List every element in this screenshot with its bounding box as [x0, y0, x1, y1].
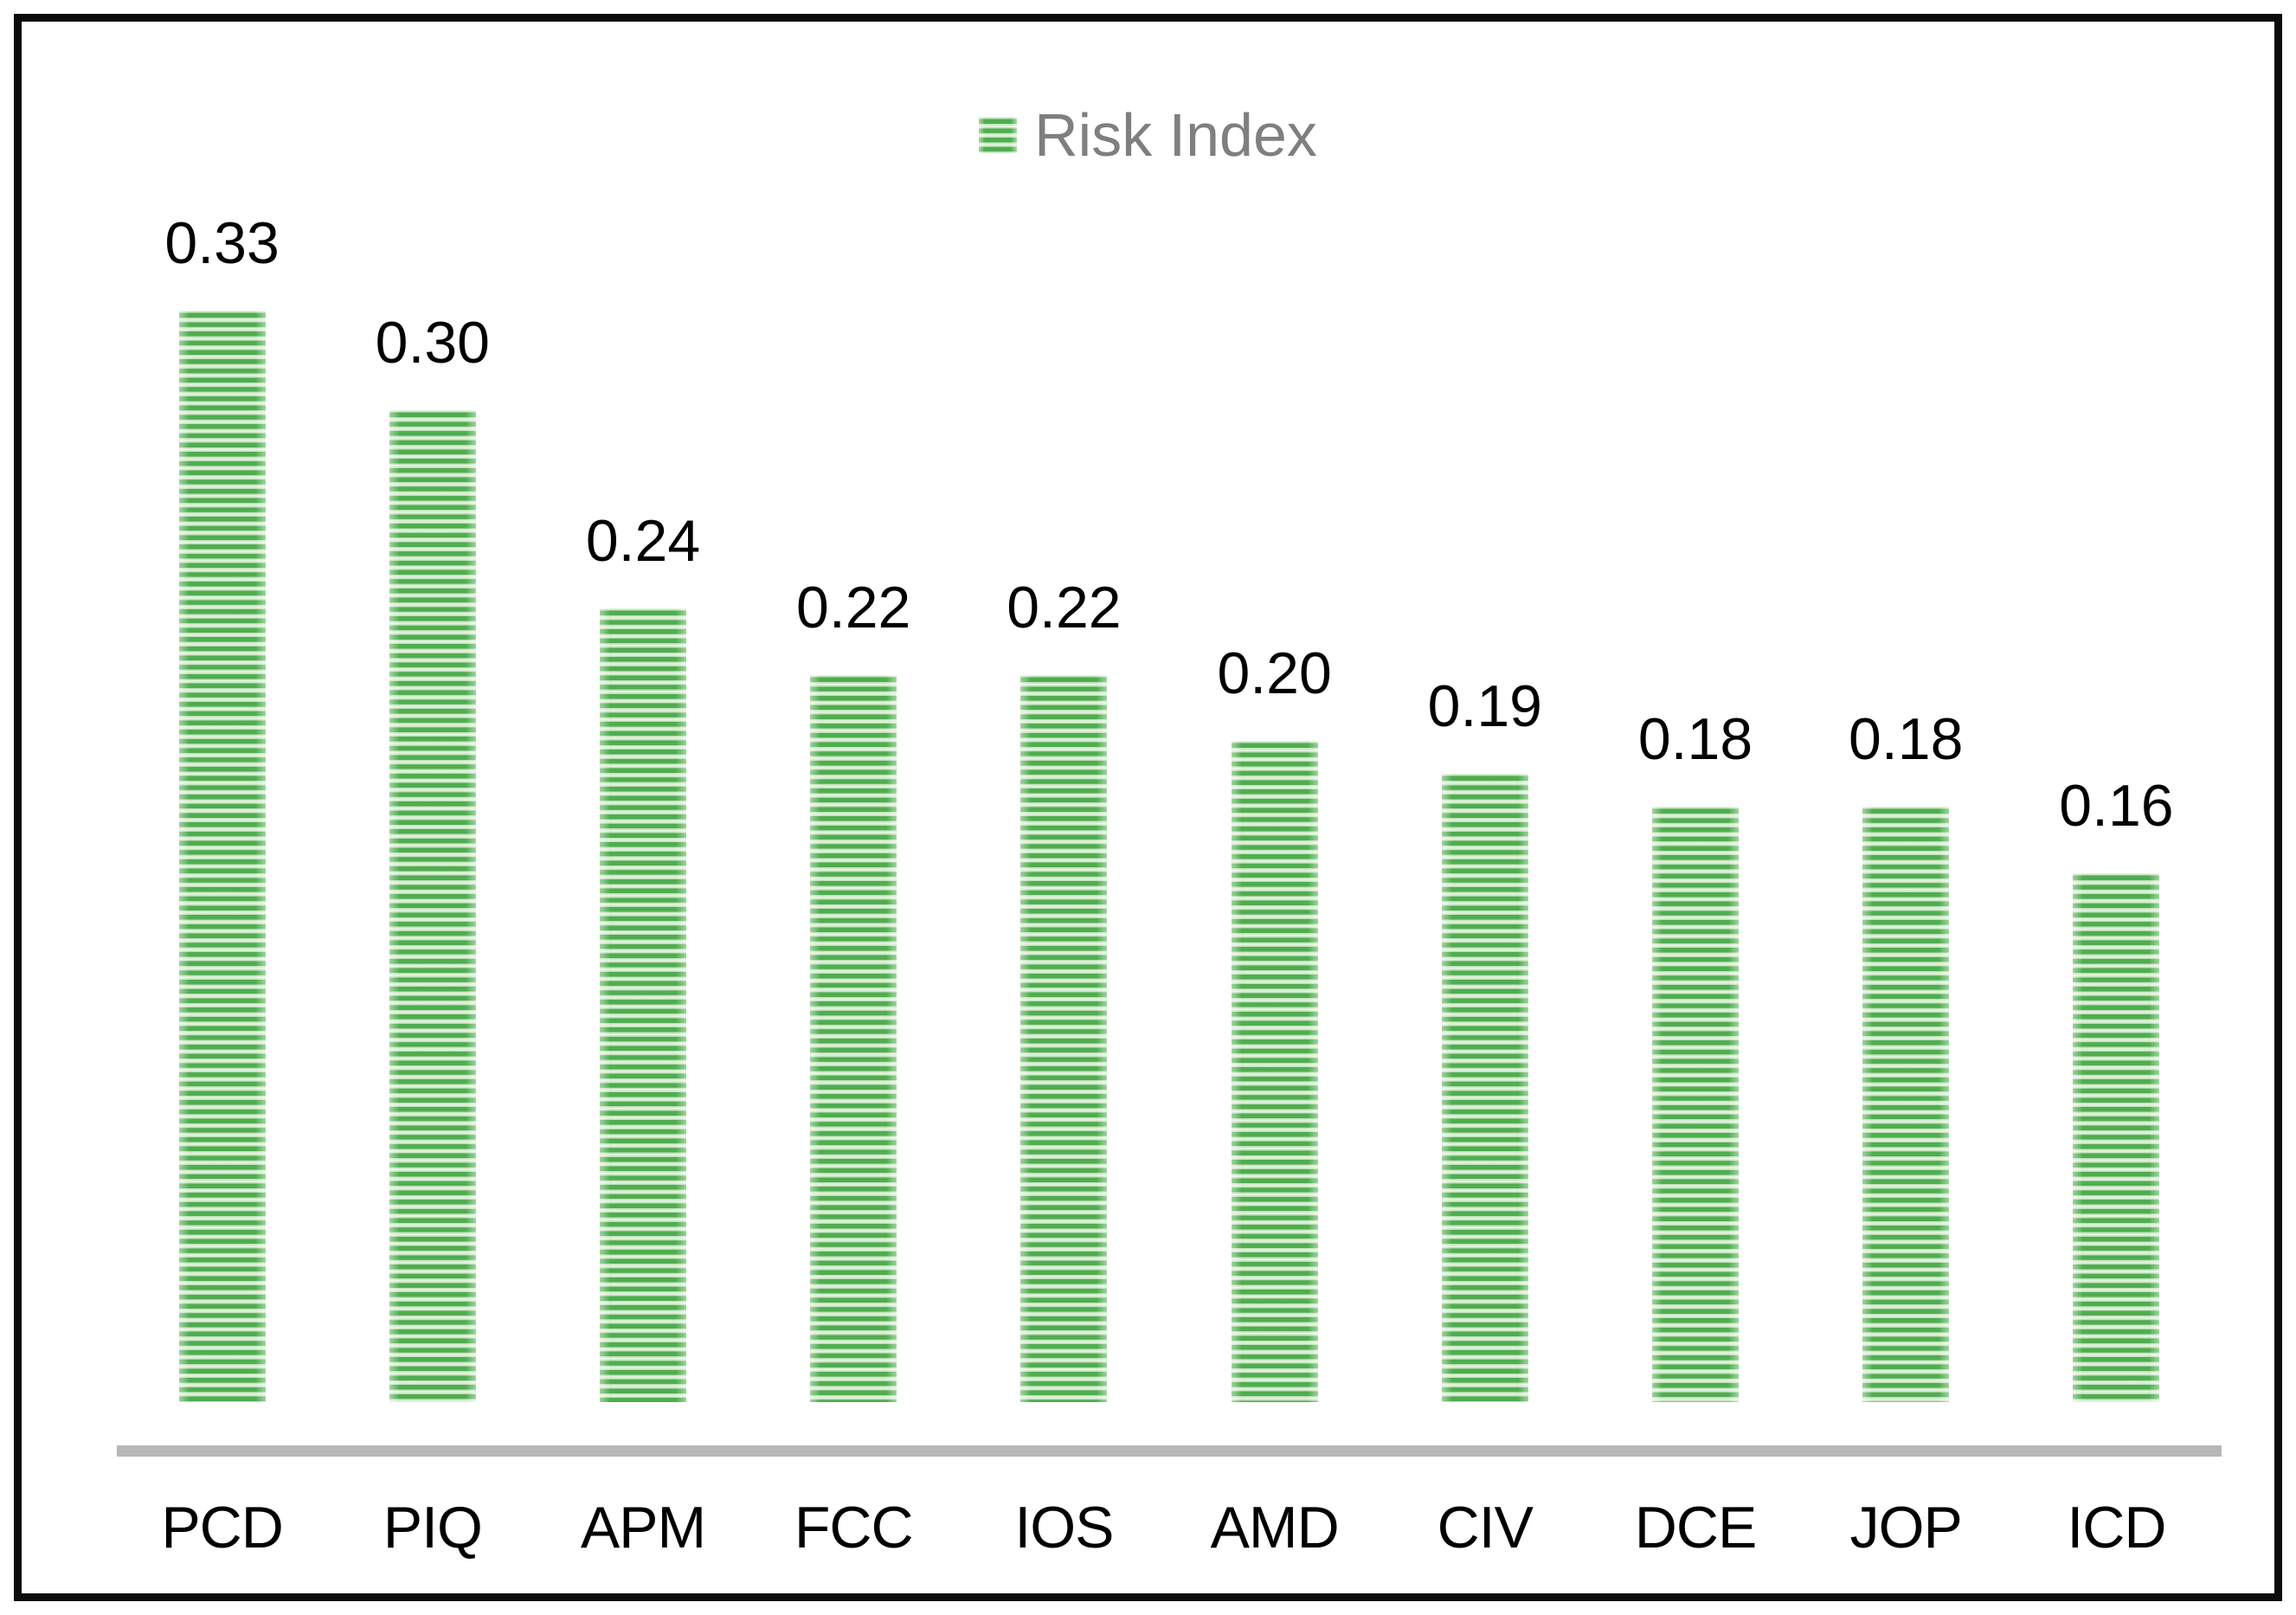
data-label-civ: 0.19: [1427, 673, 1542, 739]
chart-frame: Risk Index 0.33 0.30 0.24 0.22 0.22 0.20 0.19 0…: [14, 14, 2282, 1601]
bar-amd[interactable]: [1231, 741, 1318, 1402]
data-label-apm: 0.24: [585, 508, 701, 574]
bar-piq[interactable]: [389, 410, 476, 1402]
legend[interactable]: Risk Index: [22, 105, 2274, 165]
data-label-icd: 0.16: [2059, 773, 2174, 839]
bar-slot-ios: 0.22: [959, 214, 1169, 1402]
bar-slot-fcc: 0.22: [749, 214, 959, 1402]
bar-icd[interactable]: [2073, 873, 2160, 1402]
data-label-jop: 0.18: [1849, 706, 1964, 772]
bar-slot-civ: 0.19: [1380, 214, 1590, 1402]
bar-pcd[interactable]: [178, 311, 266, 1402]
bar-jop[interactable]: [1862, 807, 1950, 1402]
x-axis-label-pcd: PCD: [161, 1495, 284, 1560]
x-axis-label-fcc: FCC: [794, 1495, 914, 1560]
data-label-amd: 0.20: [1217, 640, 1332, 706]
bar-slot-jop: 0.18: [1801, 214, 2011, 1402]
bar-civ[interactable]: [1441, 774, 1528, 1402]
x-axis-label-jop: JOP: [1849, 1495, 1963, 1560]
data-label-dce: 0.18: [1637, 706, 1753, 772]
bar-slot-pcd: 0.33: [117, 214, 327, 1402]
bar-ios[interactable]: [1020, 675, 1108, 1402]
x-axis-label-ios: IOS: [1014, 1495, 1114, 1560]
x-axis-label-icd: ICD: [2067, 1495, 2166, 1560]
legend-marker-icon: [979, 117, 1018, 153]
bar-slot-piq: 0.30: [327, 214, 537, 1402]
x-axis-label-dce: DCE: [1634, 1495, 1758, 1560]
bar-slot-dce: 0.18: [1590, 214, 1800, 1402]
x-axis-label-amd: AMD: [1210, 1495, 1340, 1560]
x-axis-label-apm: APM: [580, 1495, 706, 1560]
data-label-pcd: 0.33: [164, 210, 280, 276]
x-axis-line: [117, 1445, 2222, 1457]
legend-label: Risk Index: [1034, 101, 1317, 169]
bar-fcc[interactable]: [810, 675, 897, 1402]
bar-slot-amd: 0.20: [1169, 214, 1380, 1402]
x-axis-labels: PCD PIQ APM FCC IOS AMD CIV DCE JOP ICD: [117, 1498, 2222, 1557]
x-axis-label-piq: PIQ: [383, 1495, 483, 1560]
plot-area: 0.33 0.30 0.24 0.22 0.22 0.20 0.19 0.18 0.18 0.16: [117, 214, 2222, 1402]
bar-slot-icd: 0.16: [2011, 214, 2222, 1402]
x-axis-label-civ: CIV: [1437, 1495, 1534, 1560]
bar-apm[interactable]: [600, 608, 686, 1402]
data-label-piq: 0.30: [375, 310, 490, 376]
data-label-fcc: 0.22: [796, 575, 911, 640]
bar-dce[interactable]: [1652, 807, 1740, 1402]
bar-slot-apm: 0.24: [537, 214, 748, 1402]
data-label-ios: 0.22: [1007, 575, 1122, 640]
